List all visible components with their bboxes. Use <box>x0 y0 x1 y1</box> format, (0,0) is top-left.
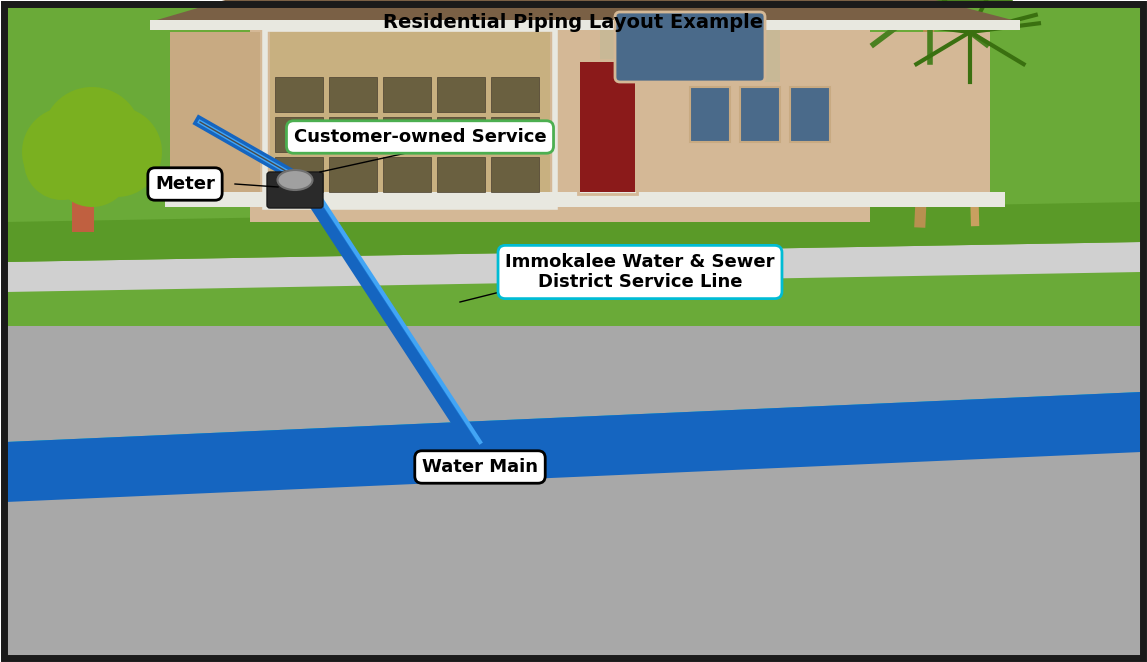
Bar <box>437 117 485 152</box>
Bar <box>871 32 990 202</box>
Circle shape <box>22 107 112 197</box>
Bar <box>690 87 729 142</box>
FancyBboxPatch shape <box>615 12 765 82</box>
Circle shape <box>24 124 100 200</box>
Bar <box>383 157 431 192</box>
Bar <box>600 12 780 82</box>
Bar <box>250 22 871 222</box>
Bar <box>275 77 323 112</box>
Bar <box>6 326 1141 656</box>
Bar <box>329 77 377 112</box>
Ellipse shape <box>278 170 312 190</box>
Text: Meter: Meter <box>155 175 214 193</box>
FancyBboxPatch shape <box>267 172 323 208</box>
Text: Residential Piping Layout Example: Residential Piping Layout Example <box>383 13 763 32</box>
Bar <box>275 157 323 192</box>
Polygon shape <box>6 392 1141 502</box>
Bar <box>265 29 555 207</box>
Bar <box>329 157 377 192</box>
Text: Water Main: Water Main <box>422 458 538 476</box>
Bar <box>740 87 780 142</box>
Bar <box>275 117 323 152</box>
Polygon shape <box>301 182 479 442</box>
Bar <box>170 32 260 192</box>
Polygon shape <box>6 392 1141 472</box>
Bar <box>383 117 431 152</box>
Bar <box>580 62 635 192</box>
Bar <box>578 60 637 194</box>
Bar <box>329 117 377 152</box>
Polygon shape <box>150 22 200 30</box>
Polygon shape <box>150 0 1020 22</box>
Bar <box>150 20 1020 30</box>
Bar <box>165 192 1005 207</box>
Bar <box>491 117 539 152</box>
FancyBboxPatch shape <box>3 4 1144 658</box>
Bar <box>491 77 539 112</box>
Text: Customer-owned Service: Customer-owned Service <box>294 128 546 146</box>
Polygon shape <box>430 4 650 222</box>
Circle shape <box>52 127 132 207</box>
Bar <box>6 6 1141 462</box>
Bar <box>437 77 485 112</box>
Circle shape <box>72 107 162 197</box>
Bar <box>270 32 551 202</box>
Bar <box>790 87 830 142</box>
Polygon shape <box>6 202 1141 262</box>
Bar <box>383 77 431 112</box>
Circle shape <box>42 87 142 187</box>
Bar <box>437 157 485 192</box>
Polygon shape <box>6 242 1141 292</box>
Text: Immokalee Water & Sewer
District Service Line: Immokalee Water & Sewer District Service… <box>505 253 774 291</box>
Bar <box>72 172 94 232</box>
Bar <box>491 157 539 192</box>
